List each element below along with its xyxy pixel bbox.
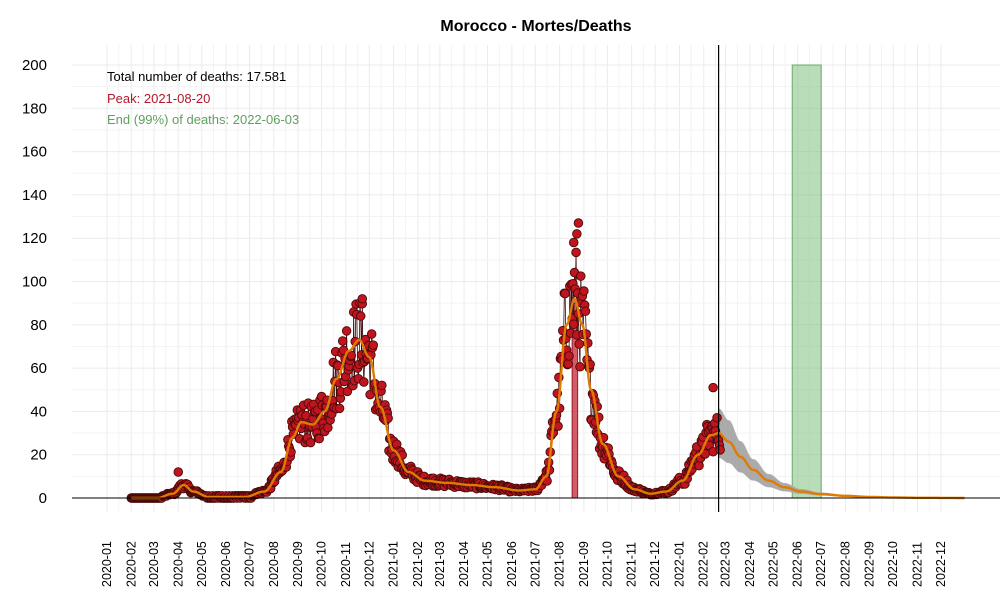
y-tick-label: 60	[30, 360, 47, 377]
total-deaths-annotation: Total number of deaths: 17.581	[107, 69, 286, 84]
daily-death-point	[377, 380, 387, 391]
daily-death-point	[571, 247, 581, 258]
daily-connector	[354, 341, 356, 381]
daily-death-point	[305, 437, 316, 448]
daily-death-point	[560, 288, 570, 299]
smoothed-deaths-line	[131, 297, 719, 500]
daily-death-point	[334, 403, 345, 414]
x-tick-label: 2020-09	[291, 541, 305, 587]
x-tick-label: 2022-02	[697, 541, 711, 587]
x-tick-label: 2022-10	[886, 541, 900, 587]
daily-death-point	[573, 218, 584, 228]
x-tick-label: 2021-12	[648, 541, 662, 587]
x-tick-label: 2022-03	[719, 541, 733, 587]
daily-death-point	[368, 340, 379, 350]
x-tick-label: 2020-11	[339, 542, 353, 587]
daily-death-point	[576, 271, 586, 281]
x-tick-label: 2020-05	[195, 541, 209, 587]
x-tick-label: 2021-11	[625, 542, 639, 587]
daily-death-point	[173, 467, 184, 477]
y-tick-label: 120	[22, 230, 47, 247]
x-tick-label: 2020-03	[147, 541, 161, 587]
daily-death-point	[574, 339, 584, 349]
x-tick-label: 2021-08	[553, 541, 567, 587]
daily-death-point	[568, 319, 579, 330]
x-tick-label: 2022-08	[838, 541, 852, 587]
x-tick-label: 2022-05	[766, 541, 780, 587]
y-tick-label: 20	[30, 447, 47, 464]
x-tick-label: 2021-03	[433, 541, 447, 587]
smooth-layer	[131, 297, 965, 500]
y-axis-ticks: 0 20 40 60 80 100 120 140 160 180 200	[22, 57, 47, 507]
x-tick-label: 2020-04	[171, 541, 185, 587]
daily-death-point	[366, 329, 377, 339]
x-tick-label: 2021-10	[600, 541, 614, 587]
x-tick-label: 2020-08	[267, 541, 281, 587]
x-tick-label: 2020-02	[124, 541, 138, 587]
daily-death-point	[314, 433, 324, 444]
x-tick-label: 2021-07	[528, 541, 542, 587]
daily-death-point	[694, 460, 704, 471]
daily-death-point	[563, 359, 573, 369]
x-tick-label: 2020-01	[100, 541, 114, 587]
x-axis-ticks: 2020-01 2020-02 2020-03 2020-04 2020-05 2020-…	[100, 541, 948, 587]
x-tick-label: 2022-04	[743, 541, 757, 587]
daily-points	[126, 218, 725, 503]
chart-title: Morocco - Mortes/Deaths	[440, 18, 631, 35]
x-tick-label: 2020-10	[315, 541, 329, 587]
x-tick-label: 2021-05	[481, 541, 495, 587]
y-tick-label: 100	[22, 274, 47, 291]
daily-death-point	[357, 294, 368, 304]
end-annotation: End (99%) of deaths: 2022-06-03	[107, 112, 299, 127]
daily-death-point	[564, 351, 574, 361]
daily-death-point	[553, 421, 563, 431]
x-tick-label: 2022-09	[863, 541, 877, 587]
x-tick-label: 2021-01	[387, 541, 401, 587]
y-tick-label: 80	[30, 317, 47, 334]
daily-death-point	[579, 286, 589, 296]
y-tick-label: 180	[22, 100, 47, 117]
daily-death-point	[708, 382, 718, 393]
x-tick-label: 2020-12	[362, 541, 376, 587]
daily-death-point	[355, 311, 366, 321]
daily-death-point	[712, 412, 722, 423]
daily-death-point	[342, 386, 353, 397]
daily-death-point	[359, 377, 369, 387]
x-tick-label: 2020-07	[243, 541, 257, 587]
x-tick-label: 2022-11	[911, 542, 925, 587]
daily-death-point	[715, 445, 725, 455]
peak-annotation: Peak: 2021-08-20	[107, 91, 210, 106]
daily-death-point	[341, 326, 352, 336]
bands	[571, 64, 822, 499]
x-tick-label: 2021-06	[505, 541, 519, 587]
end-of-deaths-band	[791, 64, 822, 499]
daily-death-point	[346, 350, 357, 361]
x-tick-label: 2020-06	[219, 541, 233, 587]
forecast-layer	[718, 408, 942, 498]
daily-death-point	[572, 229, 582, 239]
daily-death-point	[337, 336, 348, 346]
y-tick-label: 140	[22, 187, 47, 204]
y-tick-label: 200	[22, 57, 47, 74]
x-tick-label: 2021-04	[457, 541, 471, 587]
x-tick-label: 2022-01	[672, 541, 686, 587]
y-tick-label: 160	[22, 144, 47, 161]
y-tick-label: 40	[30, 403, 47, 420]
daily-death-point	[323, 422, 333, 433]
daily-death-point	[575, 362, 585, 372]
x-tick-label: 2021-02	[411, 541, 425, 587]
daily-death-point	[580, 306, 591, 317]
axes	[72, 45, 1000, 512]
x-tick-label: 2022-06	[791, 541, 805, 587]
y-tick-label: 0	[39, 490, 47, 507]
x-tick-label: 2022-07	[814, 541, 828, 587]
x-tick-label: 2021-09	[577, 541, 591, 587]
daily-death-point	[568, 237, 579, 248]
x-tick-label: 2022-12	[934, 541, 948, 587]
